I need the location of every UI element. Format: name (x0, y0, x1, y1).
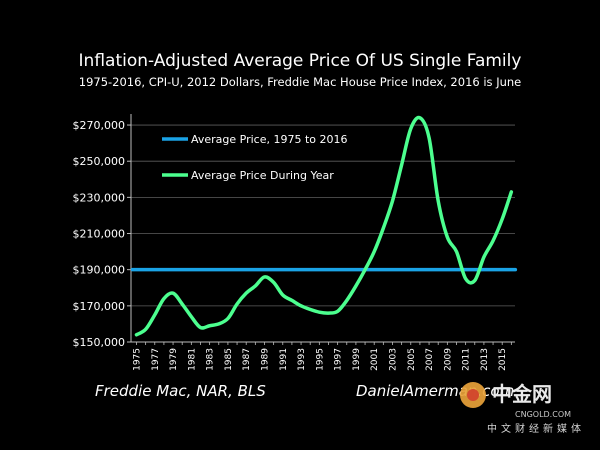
x-tick-label: 1983 (206, 348, 216, 371)
source-credit: Freddie Mac, NAR, BLS (95, 382, 266, 400)
series-layer (130, 115, 518, 337)
y-tick-label: $170,000 (73, 300, 126, 313)
series-line-average-during-year (134, 115, 514, 337)
x-tick-label: 2011 (462, 348, 472, 371)
watermark-logo-inner-icon (467, 389, 479, 401)
chart-subtitle: 1975-2016, CPI-U, 2012 Dollars, Freddie … (79, 75, 522, 89)
watermark-cn: 中文财经新媒体 (487, 422, 585, 435)
watermark: 中金网 CNGOLD.COM 中文财经新媒体 (460, 382, 585, 435)
x-tick-label: 2003 (388, 348, 398, 371)
watermark-sub: CNGOLD.COM (515, 410, 571, 419)
watermark-main: 中金网 (492, 382, 552, 406)
y-tick-label: $210,000 (73, 228, 126, 241)
x-tick-label: 2001 (370, 348, 380, 371)
x-tick-label: 2007 (425, 348, 435, 371)
x-tick-label: 1977 (151, 348, 161, 371)
x-tick-label: 1995 (315, 348, 325, 371)
x-tick-label: 1999 (352, 348, 362, 371)
x-tick-label: 1985 (224, 348, 234, 371)
x-tick-label: 1997 (334, 348, 344, 371)
chart-title: Inflation-Adjusted Average Price Of US S… (79, 51, 522, 71)
legend-label-average-during-year: Average Price During Year (191, 169, 334, 182)
legend: Average Price, 1975 to 2016 Average Pric… (162, 133, 348, 182)
y-tick-label: $270,000 (73, 119, 126, 132)
legend-label-average-1975-2016: Average Price, 1975 to 2016 (191, 133, 348, 146)
y-tick-label: $190,000 (73, 264, 126, 277)
y-tick-label: $150,000 (73, 336, 126, 349)
x-tick-label: 2013 (480, 348, 490, 371)
x-tick-label: 1993 (297, 348, 307, 371)
author-credit: DanielAmerman.com (356, 382, 514, 400)
gridlines (131, 124, 515, 307)
x-tick-label: 2015 (498, 348, 508, 371)
x-tick-label: 2005 (407, 348, 417, 371)
y-tick-label: $230,000 (73, 191, 126, 204)
y-tick-label: $250,000 (73, 155, 126, 168)
x-tick-label: 1989 (260, 348, 270, 371)
x-tick-label: 1991 (279, 348, 289, 371)
x-axis-ticks: 1975 1977 1979 1981 1983 1985 1987 1989 1991 1993… (132, 342, 512, 371)
x-tick-label: 1981 (187, 348, 197, 371)
x-tick-label: 1979 (169, 348, 179, 371)
x-tick-label: 1987 (242, 348, 252, 371)
x-tick-label: 1975 (132, 348, 142, 371)
y-axis-ticks: $150,000 $170,000 $190,000 $210,000 $230,000… (73, 119, 131, 349)
x-tick-label: 2009 (443, 348, 453, 371)
axes (130, 114, 515, 343)
